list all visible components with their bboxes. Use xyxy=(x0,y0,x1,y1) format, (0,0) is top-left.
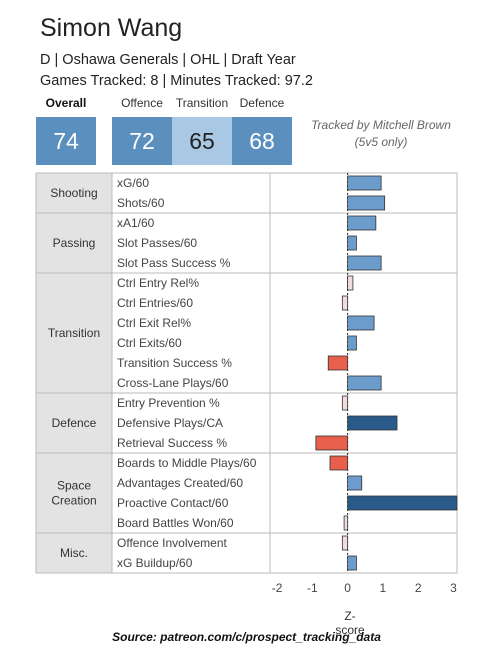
zscore-bar xyxy=(347,235,357,251)
x-tick-label: 0 xyxy=(344,581,351,595)
transition-score: 65 xyxy=(172,117,232,165)
zscore-bar xyxy=(347,315,375,331)
zscore-bar xyxy=(347,215,377,231)
metric-label: Shots/60 xyxy=(117,196,165,210)
overall-label: Overall xyxy=(45,96,87,110)
transition-label: Transition xyxy=(175,96,229,110)
zscore-bar xyxy=(347,255,382,271)
x-tick-label: -1 xyxy=(307,581,318,595)
zscore-bar xyxy=(347,175,382,191)
group-label: Space xyxy=(57,479,91,493)
metric-label: Slot Passes/60 xyxy=(117,236,197,250)
metric-label: Transition Success % xyxy=(117,356,232,370)
metric-label: Ctrl Exit Rel% xyxy=(117,316,191,330)
metric-label: Offence Involvement xyxy=(117,536,228,550)
group-band xyxy=(36,453,112,533)
metric-label: Boards to Middle Plays/60 xyxy=(117,456,257,470)
zscore-bar xyxy=(329,455,349,471)
zscore-bar xyxy=(315,435,349,451)
x-tick-label: 3 xyxy=(450,581,457,595)
metric-label: Entry Prevention % xyxy=(117,396,220,410)
tracked-by-note: Tracked by Mitchell Brown (5v5 only) xyxy=(311,118,451,149)
group-band xyxy=(36,533,112,573)
tracking-info-line: Games Tracked: 8 | Minutes Tracked: 97.2 xyxy=(40,73,313,89)
group-band xyxy=(36,273,112,393)
metric-label: Retrieval Success % xyxy=(117,436,227,450)
group-label: Defence xyxy=(52,416,97,430)
defence-label: Defence xyxy=(239,96,285,110)
metric-label: Proactive Contact/60 xyxy=(117,496,229,510)
chart-frame xyxy=(35,172,458,574)
source-note: Source: patreon.com/c/prospect_tracking_… xyxy=(112,630,381,644)
x-tick-label: 1 xyxy=(380,581,387,595)
x-tick-label: 2 xyxy=(415,581,422,595)
group-label: Shooting xyxy=(50,186,97,200)
metric-label: Advantages Created/60 xyxy=(117,476,243,490)
group-label: Misc. xyxy=(60,546,88,560)
metric-label: Defensive Plays/CA xyxy=(117,416,223,430)
group-band xyxy=(36,173,112,213)
group-band xyxy=(36,213,112,273)
group-label: Passing xyxy=(53,236,96,250)
group-label: Creation xyxy=(51,494,96,508)
group-band xyxy=(36,393,112,453)
zscore-bar xyxy=(341,395,349,411)
zscore-bar xyxy=(347,555,357,571)
zscore-bar xyxy=(347,415,398,431)
zscore-bar xyxy=(347,195,386,211)
zscore-bar xyxy=(341,295,349,311)
x-tick-label: -2 xyxy=(272,581,283,595)
x-axis-label: Z-score xyxy=(335,609,365,637)
defence-score: 68 xyxy=(232,117,292,165)
metric-label: Slot Pass Success % xyxy=(117,256,231,270)
metric-label: Cross-Lane Plays/60 xyxy=(117,376,229,390)
metric-label: Ctrl Entry Rel% xyxy=(117,276,199,290)
metric-label: xG/60 xyxy=(117,176,149,190)
zscore-bar xyxy=(343,515,349,531)
offence-score: 72 xyxy=(112,117,172,165)
player-info-line: D | Oshawa Generals | OHL | Draft Year xyxy=(40,52,296,68)
zscore-bar xyxy=(347,495,458,511)
player-name: Simon Wang xyxy=(40,14,183,42)
metric-label: Board Battles Won/60 xyxy=(117,516,234,530)
zscore-bar xyxy=(347,335,357,351)
zscore-bar xyxy=(347,275,354,291)
zscore-bar xyxy=(347,375,382,391)
metric-label: xA1/60 xyxy=(117,216,155,230)
metric-label: Ctrl Entries/60 xyxy=(117,296,193,310)
zscore-bar xyxy=(341,535,349,551)
overall-score: 74 xyxy=(36,117,96,165)
group-label: Transition xyxy=(48,326,100,340)
metric-label: xG Buildup/60 xyxy=(117,556,193,570)
metric-label: Ctrl Exits/60 xyxy=(117,336,182,350)
zscore-bar xyxy=(327,355,349,371)
zscore-bar xyxy=(347,475,363,491)
offence-label: Offence xyxy=(121,96,163,110)
